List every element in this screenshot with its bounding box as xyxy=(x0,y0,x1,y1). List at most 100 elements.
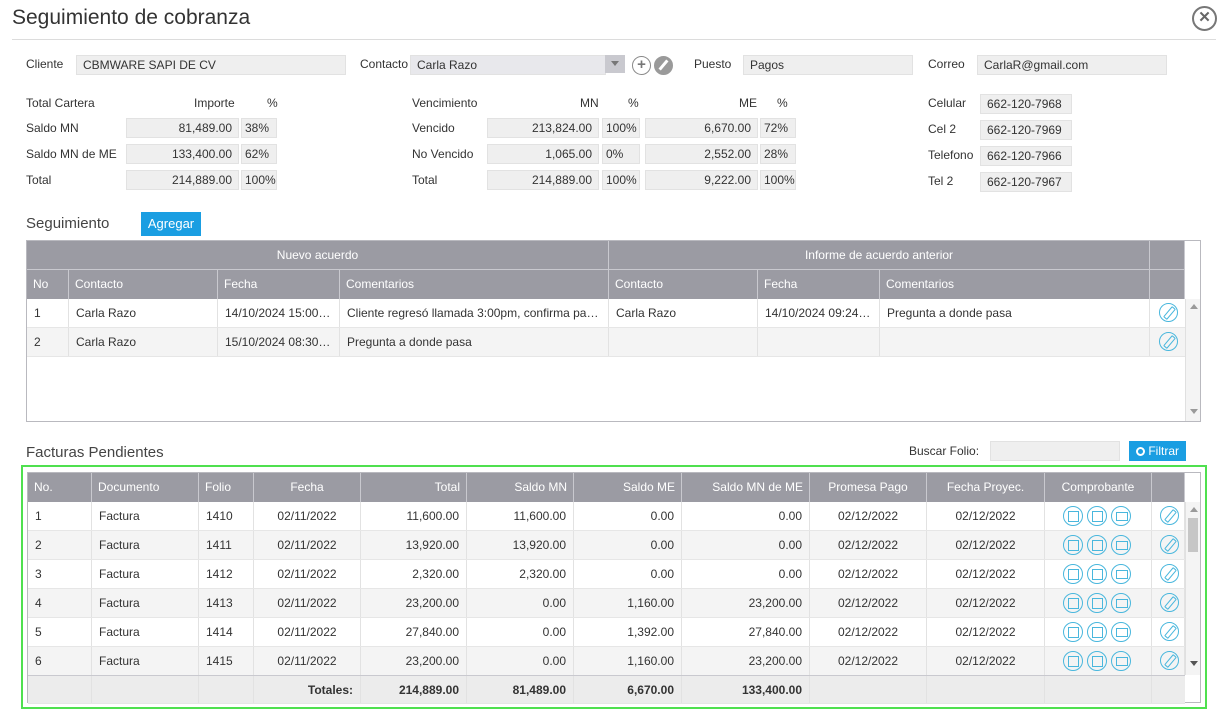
mail-icon[interactable] xyxy=(1111,564,1131,584)
tel2-field[interactable]: 662-120-7967 xyxy=(980,172,1072,192)
scroll-up-icon[interactable] xyxy=(1190,304,1198,309)
col-prev-fecha[interactable]: Fecha xyxy=(758,270,880,299)
row-promesa-pago: 02/12/2022 xyxy=(810,647,927,675)
edit-icon[interactable] xyxy=(1160,535,1179,554)
celular-field[interactable]: 662-120-7968 xyxy=(980,94,1072,114)
row-fecha: 02/11/2022 xyxy=(254,531,361,559)
saldo-mn-importe: 81,489.00 xyxy=(126,118,239,138)
cliente-field[interactable]: CBMWARE SAPI DE CV xyxy=(76,55,346,75)
col-saldo-mn[interactable]: Saldo MN xyxy=(467,473,574,502)
facturas-scrollbar[interactable] xyxy=(1185,502,1200,675)
xml-icon[interactable] xyxy=(1087,535,1107,555)
table-row[interactable]: 2 Factura 1411 02/11/2022 13,920.00 13,920.00… xyxy=(28,531,1185,560)
row-folio: 1412 xyxy=(199,560,254,588)
col-documento[interactable]: Documento xyxy=(92,473,199,502)
close-icon[interactable]: ✕ xyxy=(1192,6,1217,31)
col-total[interactable]: Total xyxy=(361,473,467,502)
saldo-mn-me-importe: 133,400.00 xyxy=(126,144,239,164)
table-row[interactable]: 4 Factura 1413 02/11/2022 23,200.00 0.00 1,160… xyxy=(28,589,1185,618)
mail-icon[interactable] xyxy=(1111,593,1131,613)
add-contact-icon[interactable]: + xyxy=(632,56,651,75)
edit-icon[interactable] xyxy=(1160,506,1179,525)
row-prev-comentarios: Pregunta a donde pasa xyxy=(880,299,1150,327)
edit-icon[interactable] xyxy=(1160,651,1179,670)
seguimiento-scrollbar[interactable] xyxy=(1185,299,1200,421)
table-row[interactable]: 3 Factura 1412 02/11/2022 2,320.00 2,320.00 0.… xyxy=(28,560,1185,589)
col-fecha[interactable]: Fecha xyxy=(218,270,340,299)
col-comentarios[interactable]: Comentarios xyxy=(340,270,609,299)
xml-icon[interactable] xyxy=(1087,506,1107,526)
col-promesa-pago[interactable]: Promesa Pago xyxy=(810,473,927,502)
col-actions xyxy=(1150,270,1185,299)
edit-icon[interactable] xyxy=(1160,622,1179,641)
edit-icon[interactable] xyxy=(1160,593,1179,612)
scroll-thumb[interactable] xyxy=(1188,518,1198,552)
table-row[interactable]: 5 Factura 1414 02/11/2022 27,840.00 0.00 1,392… xyxy=(28,618,1185,647)
cartera-total-importe: 214,889.00 xyxy=(126,170,239,190)
row-total: 2,320.00 xyxy=(361,560,467,588)
edit-icon[interactable] xyxy=(1159,303,1178,322)
row-promesa-pago: 02/12/2022 xyxy=(810,502,927,530)
table-row[interactable]: 6 Factura 1415 02/11/2022 23,200.00 0.00 1,160… xyxy=(28,647,1185,676)
edit-icon[interactable] xyxy=(1159,332,1178,351)
col-fecha-proyec[interactable]: Fecha Proyec. xyxy=(927,473,1045,502)
chevron-down-icon[interactable] xyxy=(605,55,625,73)
row-promesa-pago: 02/12/2022 xyxy=(810,531,927,559)
xml-icon[interactable] xyxy=(1087,564,1107,584)
totals-spacer xyxy=(28,676,92,703)
scroll-up-icon[interactable] xyxy=(1190,507,1198,512)
row-fecha-proyec: 02/12/2022 xyxy=(927,589,1045,617)
edit-contact-icon[interactable] xyxy=(654,56,673,75)
col-prev-comentarios[interactable]: Comentarios xyxy=(880,270,1150,299)
col-folio[interactable]: Folio xyxy=(199,473,254,502)
mail-icon[interactable] xyxy=(1111,506,1131,526)
xml-icon[interactable] xyxy=(1087,651,1107,671)
col-prev-contacto[interactable]: Contacto xyxy=(609,270,758,299)
pdf-icon[interactable] xyxy=(1063,593,1083,613)
row-saldo-mn-me: 0.00 xyxy=(682,531,810,559)
vencimiento-total-me-pct: 100% xyxy=(760,170,796,190)
row-total: 23,200.00 xyxy=(361,647,467,675)
col-saldo-mn-me[interactable]: Saldo MN de ME xyxy=(682,473,810,502)
filtrar-button[interactable]: Filtrar xyxy=(1129,441,1186,461)
table-row[interactable]: 2 Carla Razo 15/10/2024 08:30:00 Pregunt… xyxy=(27,328,1185,357)
cel2-field[interactable]: 662-120-7969 xyxy=(980,120,1072,140)
telefono-field[interactable]: 662-120-7966 xyxy=(980,146,1072,166)
pdf-icon[interactable] xyxy=(1063,506,1083,526)
col-no[interactable]: No xyxy=(27,270,69,299)
row-promesa-pago: 02/12/2022 xyxy=(810,589,927,617)
add-seguimiento-button[interactable]: Agregar xyxy=(141,212,201,236)
mail-icon[interactable] xyxy=(1111,622,1131,642)
col-contacto[interactable]: Contacto xyxy=(69,270,218,299)
row-folio: 1414 xyxy=(199,618,254,646)
no-vencido-mn: 1,065.00 xyxy=(487,144,599,164)
col-comprobante[interactable]: Comprobante xyxy=(1045,473,1152,502)
mail-icon[interactable] xyxy=(1111,535,1131,555)
row-fecha: 02/11/2022 xyxy=(254,502,361,530)
edit-icon[interactable] xyxy=(1160,564,1179,583)
row-documento: Factura xyxy=(92,647,199,675)
pdf-icon[interactable] xyxy=(1063,564,1083,584)
mail-icon[interactable] xyxy=(1111,651,1131,671)
xml-icon[interactable] xyxy=(1087,593,1107,613)
table-row[interactable]: 1 Carla Razo 14/10/2024 15:00:00 Cliente… xyxy=(27,299,1185,328)
row-saldo-mn-me: 0.00 xyxy=(682,502,810,530)
pdf-icon[interactable] xyxy=(1063,535,1083,555)
table-row[interactable]: 1 Factura 1410 02/11/2022 11,600.00 11,600.00… xyxy=(28,502,1185,531)
col-no[interactable]: No. xyxy=(28,473,92,502)
buscar-folio-input[interactable] xyxy=(990,441,1120,461)
xml-icon[interactable] xyxy=(1087,622,1107,642)
correo-field[interactable]: CarlaR@gmail.com xyxy=(977,55,1167,75)
row-actions xyxy=(1152,618,1185,646)
row-documento: Factura xyxy=(92,589,199,617)
col-fecha[interactable]: Fecha xyxy=(254,473,361,502)
pdf-icon[interactable] xyxy=(1063,651,1083,671)
contacto-select[interactable]: Carla Razo xyxy=(410,55,606,75)
scroll-down-icon[interactable] xyxy=(1190,661,1198,666)
vencimiento-total-mn: 214,889.00 xyxy=(487,170,599,190)
row-no: 1 xyxy=(28,502,92,530)
puesto-field[interactable]: Pagos xyxy=(743,55,913,75)
pdf-icon[interactable] xyxy=(1063,622,1083,642)
scroll-down-icon[interactable] xyxy=(1190,409,1198,414)
col-saldo-me[interactable]: Saldo ME xyxy=(574,473,682,502)
